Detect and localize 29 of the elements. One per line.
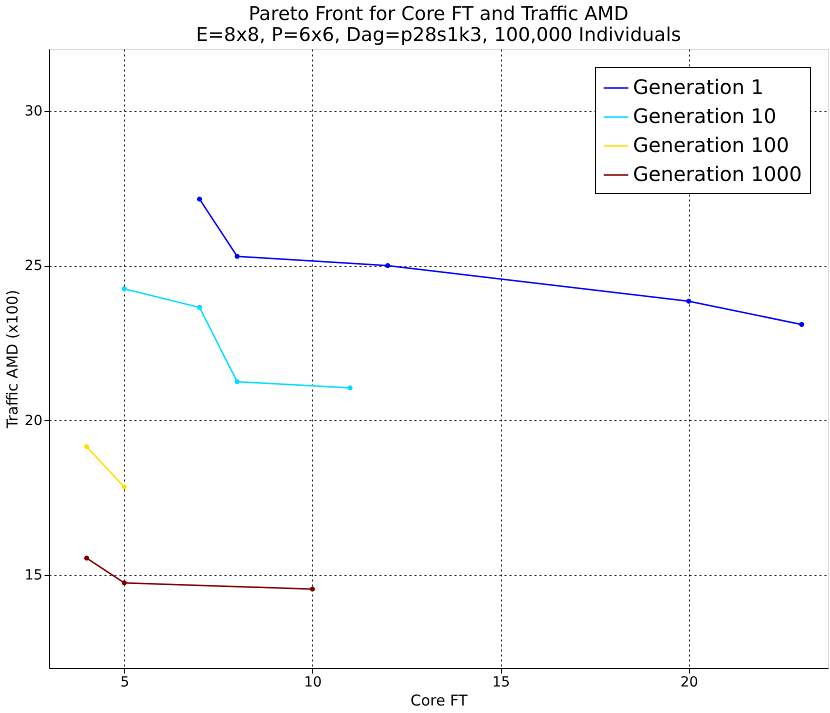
point bbox=[799, 322, 804, 327]
point bbox=[385, 263, 390, 268]
chart-title: Pareto Front for Core FT and Traffic AMD E=8x8, P=6x6, Dag=p28s1k3, 100,000 Individuals bbox=[196, 3, 681, 46]
legend-label: Generation 1000 bbox=[633, 162, 802, 186]
x-axis-title: Core FT bbox=[410, 692, 468, 710]
point bbox=[84, 556, 90, 561]
y-tick-label: 25 bbox=[24, 258, 42, 274]
point bbox=[234, 379, 240, 384]
legend-label: Generation 100 bbox=[633, 133, 790, 157]
y-tick-label: 20 bbox=[24, 412, 42, 429]
x-tick-label: 10 bbox=[304, 674, 322, 690]
x-tick-label: 15 bbox=[492, 674, 510, 690]
point bbox=[310, 586, 315, 592]
x-tick-label: 5 bbox=[120, 674, 130, 690]
point bbox=[197, 196, 202, 202]
point bbox=[197, 304, 202, 310]
y-tick-label: 30 bbox=[24, 103, 42, 120]
point bbox=[122, 580, 127, 586]
legend-label: Generation 10 bbox=[633, 104, 776, 128]
point bbox=[686, 298, 692, 304]
legend-label: Generation 1 bbox=[633, 75, 764, 99]
x-tick-label: 20 bbox=[680, 674, 698, 690]
point bbox=[122, 286, 127, 292]
point bbox=[84, 444, 90, 450]
point bbox=[122, 484, 127, 490]
y-tick-label: 15 bbox=[24, 568, 42, 584]
y-axis-title: Traffic AMD (x100) bbox=[4, 290, 22, 430]
point bbox=[348, 385, 353, 390]
point bbox=[234, 254, 240, 259]
